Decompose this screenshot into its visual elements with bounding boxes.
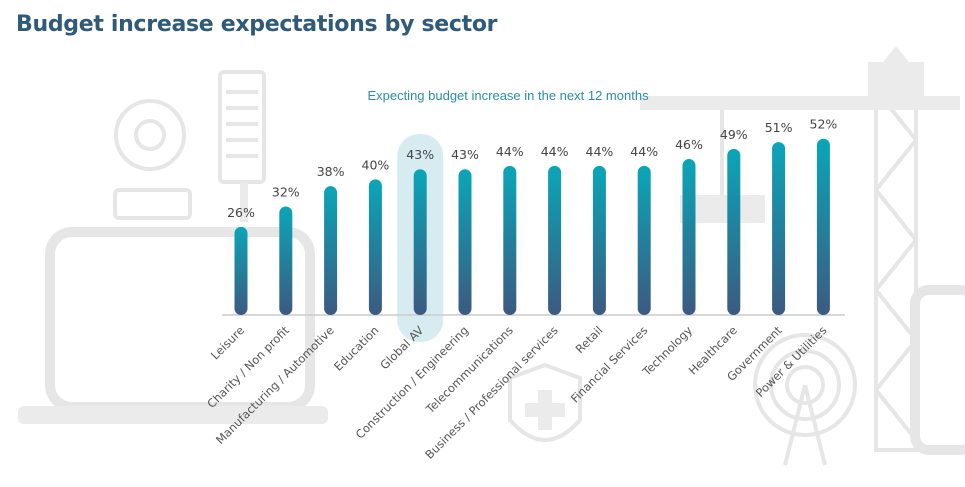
bar-healthcare bbox=[727, 148, 741, 315]
value-labels-group: 26% 32% 38% 40% 43% 43% 44% 44% 44% 44% 46% 49% 51% 5… bbox=[227, 117, 837, 220]
bar-telecommunications bbox=[503, 165, 517, 315]
category-label-charity-non-profit: Charity / Non profit bbox=[204, 323, 292, 411]
bar-financial-services bbox=[637, 165, 651, 315]
bar-charity-non-profit bbox=[279, 206, 293, 315]
phone-icon bbox=[910, 285, 965, 455]
shield-cross-icon bbox=[508, 362, 582, 442]
background-illustration bbox=[18, 46, 965, 466]
bar-manufacturing-automotive bbox=[324, 186, 338, 315]
category-label-education: Education bbox=[331, 323, 381, 373]
category-label-retail: Retail bbox=[573, 323, 606, 356]
bar-retail bbox=[592, 165, 606, 315]
value-label-financial-services: 44% bbox=[630, 144, 658, 159]
value-label-global-av: 43% bbox=[406, 147, 434, 162]
value-label-manufacturing-automotive: 38% bbox=[317, 164, 345, 179]
value-label-telecommunications: 44% bbox=[496, 144, 524, 159]
bar-government bbox=[772, 142, 786, 315]
bars-group bbox=[234, 138, 830, 315]
value-label-technology: 46% bbox=[675, 137, 703, 152]
bar-power-utilities bbox=[816, 138, 830, 315]
crane-icon bbox=[640, 46, 960, 452]
category-label-leisure: Leisure bbox=[208, 323, 247, 362]
value-label-construction-engineering: 43% bbox=[451, 147, 479, 162]
value-label-power-utilities: 52% bbox=[810, 117, 838, 132]
laptop-icon bbox=[18, 227, 328, 424]
chart-subtitle: Expecting budget increase in the next 12… bbox=[367, 88, 649, 103]
broadcast-tower-icon bbox=[753, 333, 857, 466]
bar-construction-engineering bbox=[458, 169, 472, 315]
value-label-healthcare: 49% bbox=[720, 127, 748, 142]
machine-arm-icon bbox=[113, 70, 266, 222]
value-label-business-professional-services: 44% bbox=[541, 144, 569, 159]
bar-business-professional-services bbox=[548, 165, 562, 315]
value-label-charity-non-profit: 32% bbox=[272, 185, 300, 200]
page-title: Budget increase expectations by sector bbox=[16, 12, 498, 37]
bar-education bbox=[368, 179, 382, 315]
value-label-leisure: 26% bbox=[227, 205, 255, 220]
bar-technology bbox=[682, 159, 696, 315]
bar-leisure bbox=[234, 226, 248, 315]
value-label-retail: 44% bbox=[586, 144, 614, 159]
value-label-education: 40% bbox=[362, 157, 390, 172]
value-label-government: 51% bbox=[765, 120, 793, 135]
bar-global-av bbox=[413, 169, 427, 315]
category-label-telecommunications: Telecommunications bbox=[422, 323, 516, 417]
category-label-financial-services: Financial Services bbox=[568, 323, 650, 405]
